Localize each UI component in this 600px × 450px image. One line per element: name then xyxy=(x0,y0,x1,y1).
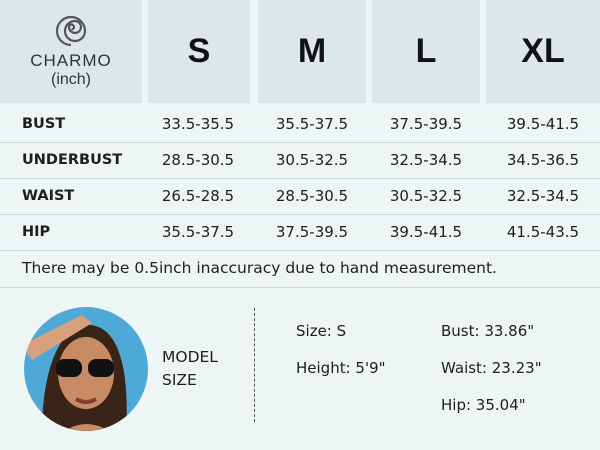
measurement: 30.5-32.5 xyxy=(389,187,463,205)
table-row: BUST 33.5-35.5 35.5-37.5 37.5-39.5 39.5-41.5 xyxy=(0,106,600,143)
table-row: HIP 35.5-37.5 37.5-39.5 39.5-41.5 41.5-43.5 xyxy=(0,214,600,251)
measurement: 37.5-39.5 xyxy=(389,115,463,133)
measurement: 35.5-37.5 xyxy=(161,223,235,241)
measurement: 32.5-34.5 xyxy=(506,187,580,205)
brand-cell: CHARMO (inch) xyxy=(0,0,142,103)
model-photo xyxy=(24,307,148,431)
row-label: BUST xyxy=(22,116,66,132)
model-heading: MODEL SIZE xyxy=(162,346,218,392)
unit: (inch) xyxy=(50,71,91,88)
divider xyxy=(0,287,600,288)
model-detail: Bust: 33.86" xyxy=(441,322,535,340)
table-row: UNDERBUST 28.5-30.5 30.5-32.5 32.5-34.5 34.5… xyxy=(0,142,600,179)
measurement: 28.5-30.5 xyxy=(161,151,235,169)
measurement: 39.5-41.5 xyxy=(389,223,463,241)
measurement: 32.5-34.5 xyxy=(389,151,463,169)
model-detail: Hip: 35.04" xyxy=(441,396,526,414)
brand-logo xyxy=(55,15,87,47)
row-label: WAIST xyxy=(22,188,75,204)
dashed-separator xyxy=(254,308,255,422)
row-label: UNDERBUST xyxy=(22,152,123,168)
model-heading-line: SIZE xyxy=(162,371,197,389)
table-row: WAIST 26.5-28.5 28.5-30.5 30.5-32.5 32.5-34.… xyxy=(0,178,600,215)
size-header: M xyxy=(258,0,366,103)
size-header: S xyxy=(148,0,250,103)
size-header: XL xyxy=(486,0,600,103)
model-heading-line: MODEL xyxy=(162,348,218,366)
measurement: 30.5-32.5 xyxy=(275,151,349,169)
model-detail: Size: S xyxy=(296,322,347,340)
note: There may be 0.5inch inaccuracy due to h… xyxy=(22,259,497,277)
brand-name: CHARMO xyxy=(30,51,112,70)
measurement: 35.5-37.5 xyxy=(275,115,349,133)
measurement: 41.5-43.5 xyxy=(506,223,580,241)
measurement: 33.5-35.5 xyxy=(161,115,235,133)
measurement: 26.5-28.5 xyxy=(161,187,235,205)
measurement: 39.5-41.5 xyxy=(506,115,580,133)
measurement: 28.5-30.5 xyxy=(275,187,349,205)
measurement: 37.5-39.5 xyxy=(275,223,349,241)
size-header: L xyxy=(372,0,480,103)
row-label: HIP xyxy=(22,224,51,240)
model-detail: Waist: 23.23" xyxy=(441,359,542,377)
model-detail: Height: 5'9" xyxy=(296,359,386,377)
measurement: 34.5-36.5 xyxy=(506,151,580,169)
